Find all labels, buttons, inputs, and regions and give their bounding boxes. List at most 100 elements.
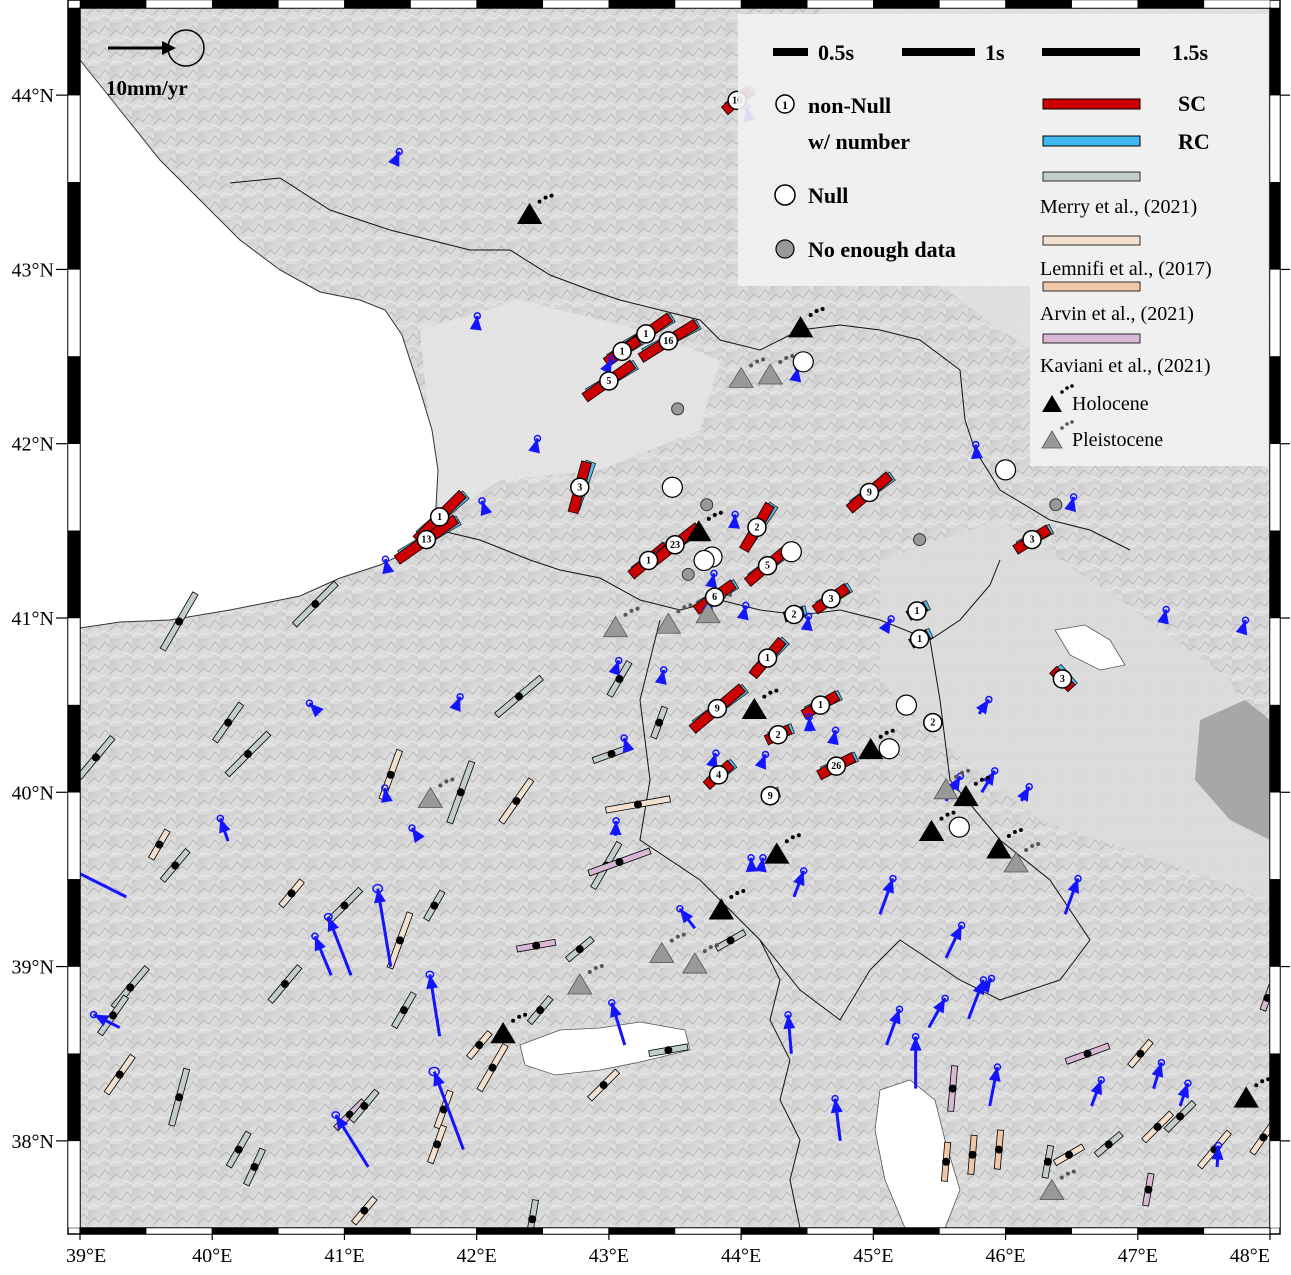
previous-station-dot: [607, 749, 616, 758]
volcano-plume-dot: [1018, 828, 1023, 833]
pleistocene-volcano-icon: [567, 973, 593, 995]
holocene-volcano-icon: [516, 202, 543, 225]
gps-vector-head: [728, 514, 740, 529]
nonnull-station-marker: [747, 517, 767, 538]
pleistocene-volcano-icon: [649, 941, 675, 964]
gps-error-ellipse: [89, 1010, 98, 1019]
volcano-plume-dot: [945, 812, 950, 817]
gps-vector-head: [803, 716, 816, 732]
lat-tick-label: 38°N: [12, 1131, 54, 1153]
gps-vector-head: [411, 828, 425, 844]
volcano-plume-dot: [688, 603, 693, 608]
legend-nodata-symbol: [775, 239, 795, 259]
nonnull-station-marker: [757, 648, 778, 668]
gps-error-ellipse: [612, 817, 620, 825]
gps-error-ellipse: [985, 695, 993, 704]
gps-error-ellipse: [1069, 493, 1078, 501]
pleistocene-volcano-icon: [417, 786, 444, 808]
previous-station-dot: [175, 617, 184, 626]
gps-vector-head: [950, 925, 962, 941]
station-event-count: 1: [620, 346, 625, 357]
frame-ticks: [67, 0, 1281, 1235]
nonnull-station-marker: [821, 589, 841, 609]
volcano-plume-dot: [1012, 830, 1017, 835]
legend-nodata-label: No enough data: [808, 237, 956, 262]
volcano-plume-dot: [523, 1012, 528, 1017]
station-event-count: 1: [914, 606, 919, 617]
frame-tick-left: [67, 1053, 81, 1142]
gps-vector-head: [388, 151, 400, 167]
previous-station-dot: [109, 1011, 118, 1020]
station-event-count: 1: [646, 555, 651, 566]
volcano-plume-dot: [1030, 844, 1035, 848]
frame-tick-top: [873, 0, 940, 9]
volcano-plume-dot: [635, 606, 640, 611]
frame-tick-right: [1269, 1053, 1281, 1142]
frame-tick-top: [410, 0, 477, 9]
previous-station-dot: [664, 1046, 673, 1055]
gps-error-ellipse: [620, 734, 628, 742]
station-event-count: 26: [831, 761, 841, 772]
volcano-plume-dot: [814, 308, 819, 313]
previous-station-dot: [430, 901, 439, 910]
volcano-plume-dot: [890, 728, 895, 733]
frame-tick-top: [740, 0, 808, 9]
holocene-volcano-icon: [787, 316, 814, 338]
gps-error-ellipse: [608, 355, 616, 364]
volcano-plume-dot: [755, 359, 760, 364]
caspian-depression: [1195, 700, 1270, 840]
gps-error-ellipse: [747, 853, 755, 862]
volcano-plume-dot: [796, 833, 801, 838]
volcano-plume-dot: [741, 889, 746, 894]
gps-error-ellipse: [991, 767, 999, 775]
gps-error-ellipse: [408, 824, 416, 832]
frame-tick-bottom: [211, 1227, 279, 1235]
border-georgia-south: [437, 529, 1001, 641]
frame-tick-right: [1269, 269, 1281, 357]
frame-tick-left: [67, 617, 81, 706]
previous-station-dot: [948, 1084, 957, 1093]
holocene-volcano-icon: [741, 697, 768, 720]
station-event-count: 2: [776, 730, 781, 741]
frame-tick-right: [1269, 182, 1281, 270]
station-event-count: 2: [792, 610, 797, 621]
frame-tick-bottom: [608, 1227, 676, 1235]
frame-tick-left: [67, 704, 81, 793]
volcano-plume-dot: [790, 835, 795, 840]
volcano-plume-dot: [939, 816, 944, 821]
lon-tick-label: 40°E: [192, 1245, 232, 1267]
volcano-plume-dot: [669, 938, 674, 943]
kura-lowland: [880, 520, 1270, 900]
frame-tick-top: [211, 0, 279, 9]
gps-vector-head: [889, 1009, 901, 1025]
holocene-volcano-icon: [686, 520, 712, 542]
nonnull-station-marker: [1052, 669, 1073, 689]
null-station-marker: [994, 459, 1017, 481]
holocene-volcano-icon: [708, 898, 734, 920]
volcano-plume-dot: [712, 512, 717, 517]
null-station-marker: [948, 816, 970, 838]
previous-station-dot: [599, 1081, 608, 1090]
volcano-plume-dot: [718, 510, 723, 515]
volcano-plume-dot: [543, 195, 548, 200]
frame-tick-bottom: [344, 1227, 411, 1235]
gps-error-ellipse: [1162, 605, 1170, 614]
gps-vector-head: [469, 315, 482, 331]
station-event-count: 5: [765, 561, 770, 572]
frame-tick-bottom: [476, 1227, 544, 1235]
volcano-plume-dot: [676, 609, 681, 614]
previous-station-dot: [311, 600, 320, 609]
frame-tick-bottom: [939, 1227, 1006, 1235]
gps-vector-head: [706, 753, 718, 769]
holocene-volcano-icon: [490, 1022, 516, 1044]
volcano-plume-dot: [587, 970, 592, 974]
gps-error-ellipse: [1184, 1079, 1192, 1087]
null-station-marker: [878, 738, 900, 760]
frame-tick-right: [1269, 879, 1281, 967]
previous-station-dot: [512, 797, 521, 805]
gps-error-ellipse: [1074, 874, 1082, 883]
gps-vector-layer: [80, 102, 1250, 1168]
gps-error-ellipse: [805, 713, 813, 721]
previous-station-dot: [1259, 1133, 1268, 1142]
latitude-labels: 38°N 39°N 40°N 41°N 42°N 43°N 44°N: [12, 85, 1290, 1153]
